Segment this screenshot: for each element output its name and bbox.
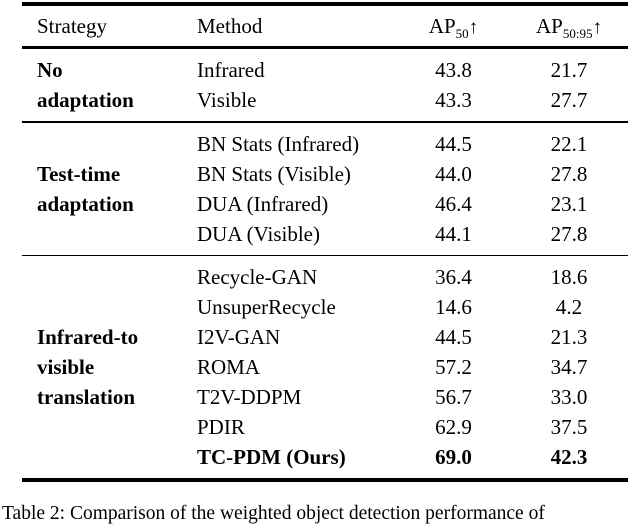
ap50-95-cell: 27.8 xyxy=(550,221,588,246)
method-cell: T2V-DDPM xyxy=(197,385,302,409)
ap50-cell: 44.5 xyxy=(435,325,472,349)
ap50-95-cell: 27.7 xyxy=(550,88,588,112)
section-separator-rule xyxy=(22,121,628,123)
method-cell: PDIR xyxy=(197,415,245,439)
method-cell: DUA (Infrared) xyxy=(197,191,329,216)
strategy-label: Test-time adaptation xyxy=(22,159,197,219)
ap50-95-cell: 33.0 xyxy=(550,385,588,409)
header-ap50-base: AP xyxy=(428,13,456,38)
strategy-line: No xyxy=(37,58,63,82)
strategy-line: Infrared-to xyxy=(37,325,139,349)
strategy-line: Test-time xyxy=(37,161,121,186)
header-ap50-95-subscript: 50:95 xyxy=(562,25,593,41)
up-arrow-icon: ↑ xyxy=(468,16,479,38)
ap50-95-cell-ours: 42.3 xyxy=(550,445,588,469)
table-top-rule xyxy=(22,2,628,6)
header-ap50-95: AP50:95↑ xyxy=(510,13,628,41)
strategy-line: adaptation xyxy=(37,88,134,112)
section-test-time-adaptation: Test-time adaptation BN Stats (Infrared)… xyxy=(22,123,628,255)
method-cell: BN Stats (Infrared) xyxy=(197,131,360,156)
section-separator-rule xyxy=(22,254,628,256)
ap50-95-cell: 23.1 xyxy=(550,191,588,216)
method-cell: Infrared xyxy=(197,58,265,82)
method-cell: DUA (Visible) xyxy=(197,221,320,246)
header-ap50-95-base: AP xyxy=(536,13,563,38)
table-header-row: Strategy Method AP50↑ AP50:95↑ xyxy=(22,6,628,46)
strategy-label: Infrared-to visible translation xyxy=(22,322,197,412)
ap50-cell: 44.1 xyxy=(435,221,472,246)
strategy-line: visible xyxy=(37,355,95,379)
ap50-cell: 44.5 xyxy=(435,131,472,156)
ap50-cell: 14.6 xyxy=(435,295,472,319)
section-no-adaptation: No adaptation Infrared 43.8 21.7 Visible… xyxy=(22,49,628,121)
ap50-cell: 43.3 xyxy=(435,88,472,112)
up-arrow-icon: ↑ xyxy=(592,16,602,38)
method-cell: BN Stats (Visible) xyxy=(197,161,351,186)
ap50-95-cell: 18.6 xyxy=(550,265,588,289)
header-ap50: AP50↑ xyxy=(397,13,510,41)
method-cell: UnsuperRecycle xyxy=(197,295,336,319)
ap50-95-cell: 37.5 xyxy=(550,415,588,439)
header-method: Method xyxy=(197,13,263,38)
ap50-cell: 56.7 xyxy=(435,385,472,409)
section-infrared-to-visible-translation: Infrared-to visible translation Recycle-… xyxy=(22,256,628,478)
table-bottom-rule xyxy=(22,478,628,482)
ap50-95-cell: 22.1 xyxy=(550,131,588,156)
method-cell: I2V-GAN xyxy=(197,325,281,349)
header-strategy: Strategy xyxy=(37,13,107,38)
method-cell: Recycle-GAN xyxy=(197,265,318,289)
ap50-cell: 46.4 xyxy=(435,191,472,216)
header-ap50-subscript: 50 xyxy=(455,25,469,41)
ap50-cell-ours: 69.0 xyxy=(435,445,472,469)
strategy-label: No adaptation xyxy=(22,55,197,115)
ap50-cell: 62.9 xyxy=(435,415,472,439)
ap50-95-cell: 4.2 xyxy=(555,295,583,319)
strategy-line: translation xyxy=(37,385,136,409)
ap50-95-cell: 34.7 xyxy=(550,355,588,379)
table-caption: Table 2: Comparison of the weighted obje… xyxy=(2,503,545,524)
strategy-line: adaptation xyxy=(37,191,134,216)
ap50-cell: 36.4 xyxy=(435,265,472,289)
ap50-cell: 57.2 xyxy=(435,355,472,379)
ap50-95-cell: 21.7 xyxy=(550,58,588,82)
method-cell-ours: TC-PDM (Ours) xyxy=(197,445,346,469)
method-cell: ROMA xyxy=(197,355,261,379)
ap50-95-cell: 21.3 xyxy=(550,325,588,349)
results-table: Strategy Method AP50↑ AP50:95↑ No adapta… xyxy=(22,2,628,482)
ap50-cell: 44.0 xyxy=(435,161,472,186)
method-cell: Visible xyxy=(197,88,257,112)
ap50-cell: 43.8 xyxy=(435,58,472,82)
ap50-95-cell: 27.8 xyxy=(550,161,588,186)
header-separator-rule xyxy=(22,46,628,49)
